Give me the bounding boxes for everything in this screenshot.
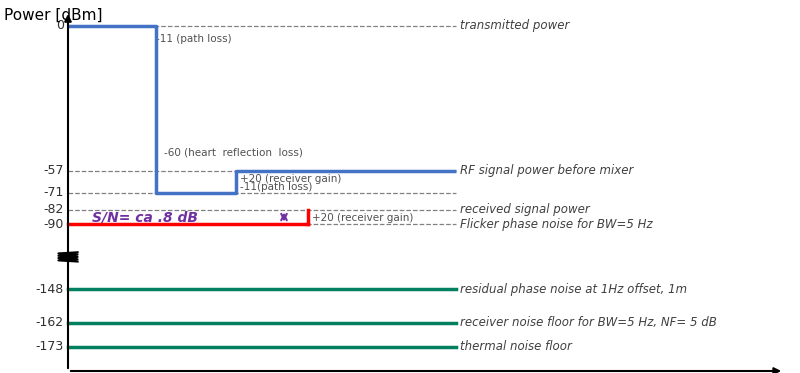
Text: Flicker phase noise for BW=5 Hz: Flicker phase noise for BW=5 Hz — [460, 218, 653, 231]
Text: Power [dBm]: Power [dBm] — [4, 7, 102, 22]
Text: +20 (receiver gain): +20 (receiver gain) — [240, 173, 342, 184]
Text: -90: -90 — [44, 218, 64, 231]
Text: 0: 0 — [56, 19, 64, 32]
Text: +20 (receiver gain): +20 (receiver gain) — [312, 213, 414, 223]
Text: thermal noise floor: thermal noise floor — [460, 341, 572, 353]
Text: -82: -82 — [44, 203, 64, 216]
Text: receiver noise floor for BW=5 Hz, NF= 5 dB: receiver noise floor for BW=5 Hz, NF= 5 … — [460, 316, 717, 329]
Text: -148: -148 — [36, 283, 64, 296]
Text: -57: -57 — [43, 164, 64, 177]
Text: S/N= ca .8 dB: S/N= ca .8 dB — [92, 210, 198, 224]
Text: -173: -173 — [36, 341, 64, 353]
Text: -11 (path loss): -11 (path loss) — [156, 34, 232, 44]
Text: received signal power: received signal power — [460, 203, 590, 216]
Text: residual phase noise at 1Hz offset, 1m: residual phase noise at 1Hz offset, 1m — [460, 283, 687, 296]
Text: -71: -71 — [44, 186, 64, 200]
Text: RF signal power before mixer: RF signal power before mixer — [460, 164, 634, 177]
Text: -60 (heart  reflection  loss): -60 (heart reflection loss) — [164, 148, 303, 158]
Text: -11(path loss): -11(path loss) — [240, 182, 312, 192]
Text: transmitted power: transmitted power — [460, 19, 570, 32]
Text: -162: -162 — [36, 316, 64, 329]
